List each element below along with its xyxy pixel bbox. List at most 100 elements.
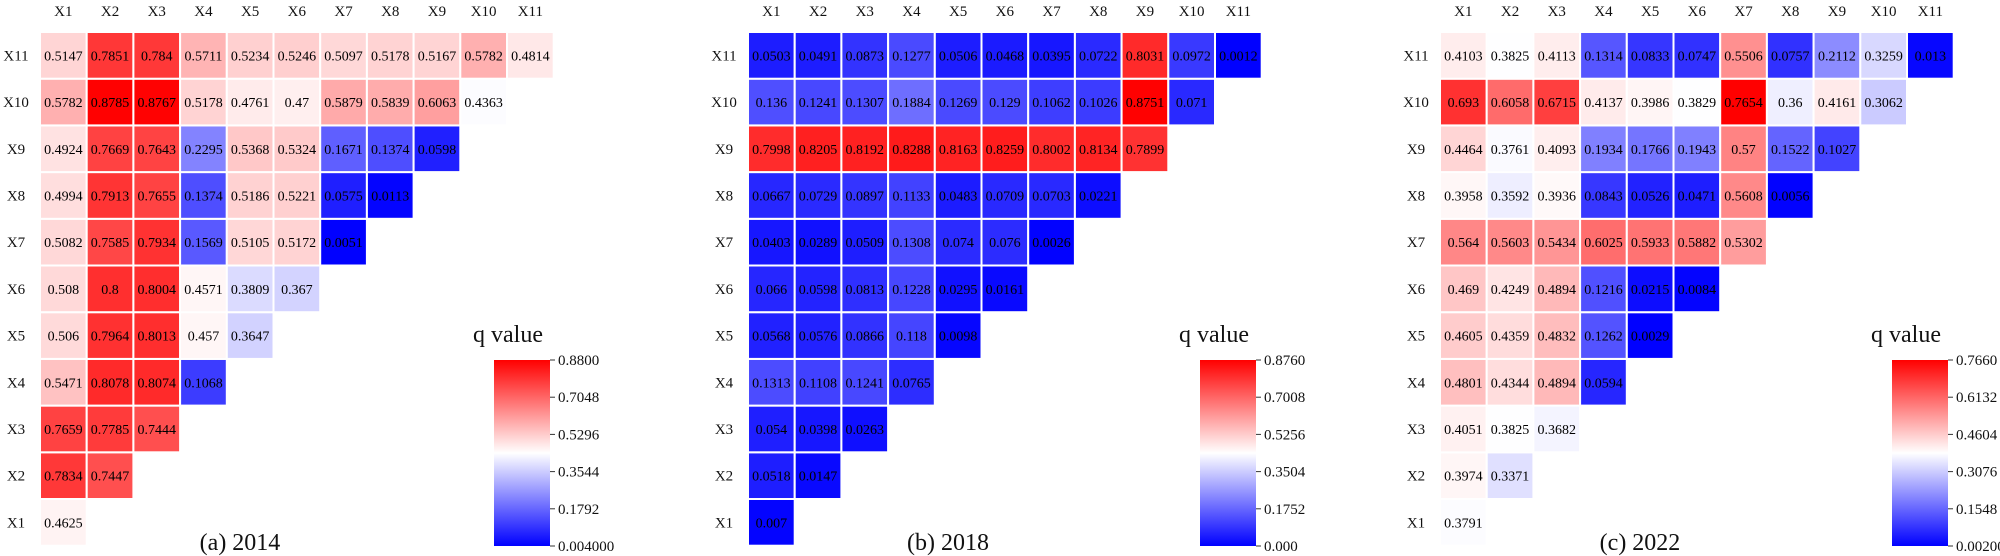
heatmap-cell [1214,31,1263,80]
cell-value-label: 0.0161 [986,283,1025,298]
cell-value-label: 0.1277 [892,49,931,64]
y-tick-label: X3 [7,422,25,438]
cell-value-label: 0.4249 [1491,283,1530,298]
cell-value-label: 0.0843 [1584,189,1623,204]
cell-value-label: 0.0395 [1032,49,1071,64]
cell-value-label: 0.1262 [1584,330,1623,345]
heatmap-cell [793,171,843,220]
cell-value-label: 0.3958 [1444,189,1483,204]
heatmap-cell [1859,77,1909,127]
cell-value-label: 0.5839 [371,96,410,111]
cell-value-label: 0.1228 [892,283,931,298]
cell-value-label: 0.0051 [324,236,363,251]
y-tick-label: X4 [7,375,26,391]
heatmap-cell [747,404,796,454]
y-tick-label: X1 [1407,515,1425,531]
cell-value-label: 0.7785 [91,423,130,438]
heatmap-cell [225,264,275,314]
cell-value-label: 0.3825 [1491,423,1530,438]
cell-value-label: 0.054 [756,423,788,438]
cell-value-label: 0.5167 [418,49,457,64]
cell-value-label: 0.0813 [846,283,885,298]
heatmap-cell [1719,31,1768,80]
x-tick-label: X6 [1688,4,1707,20]
cell-value-label: 0.5172 [278,236,317,251]
y-tick-label: X9 [1407,142,1425,158]
heatmap-cell [980,264,1030,314]
cell-value-label: 0.4464 [1444,143,1483,158]
cell-value-label: 0.071 [1176,96,1208,111]
heatmap-cell [1532,77,1582,127]
colorbar-tick-label: 0.4604 [1956,427,1998,443]
heatmap-cell [179,31,228,80]
cell-value-label: 0.4051 [1444,423,1483,438]
heatmap-cell [319,217,368,267]
cell-value-label: 0.8031 [1126,49,1165,64]
heatmap-cell [39,31,88,80]
cell-value-label: 0.8205 [799,143,838,158]
cell-value-label: 0.4801 [1444,376,1483,391]
cell-value-label: 0.0709 [986,189,1025,204]
cell-value-label: 0.4814 [511,49,550,64]
heatmap-cell [747,498,796,547]
cell-value-label: 0.8 [101,283,119,298]
cell-value-label: 0.0575 [324,189,363,204]
cell-value-label: 0.4605 [1444,330,1483,345]
cell-value-label: 0.1313 [752,376,791,391]
cell-value-label: 0.0098 [939,330,978,345]
cell-value-label: 0.1307 [846,96,885,111]
cell-value-label: 0.118 [896,330,927,345]
cell-value-label: 0.5782 [44,96,83,111]
colorbar-title: q value [473,322,543,348]
heatmap-cell [933,124,983,174]
y-tick-label: X4 [1407,375,1426,391]
heatmap-cell [1439,31,1488,80]
cell-value-label: 0.8192 [846,143,885,158]
heatmap-cell [1532,171,1582,220]
cell-value-label: 0.0147 [799,470,838,485]
cell-value-label: 0.1241 [799,96,838,111]
x-tick-label: X4 [1594,4,1613,20]
x-tick-label: X2 [101,4,119,20]
heatmap-cell [132,311,182,360]
cell-value-label: 0.5105 [231,236,270,251]
cell-value-label: 0.469 [1448,283,1480,298]
cell-value-label: 0.6025 [1584,236,1623,251]
cell-value-label: 0.4103 [1444,49,1483,64]
cell-value-label: 0.4344 [1491,376,1530,391]
cell-value-label: 0.3647 [231,330,270,345]
heatmap-cell [1439,77,1488,127]
cell-value-label: 0.1133 [892,189,930,204]
heatmap-cell [887,311,936,360]
heatmap-cell [1439,264,1488,314]
colorbar-tick-label: 0.004000 [558,539,614,555]
heatmap-cell [887,31,936,80]
cell-value-label: 0.0598 [418,143,457,158]
heatmap-cell [887,124,936,174]
cell-value-label: 0.4363 [464,96,503,111]
cell-value-label: 0.5879 [324,96,363,111]
heatmap-cell [887,357,936,407]
colorbar-tick-label: 0.6132 [1956,390,1997,406]
heatmap-cell [85,357,135,407]
heatmap-cell [887,77,936,127]
cell-value-label: 0.5882 [1678,236,1717,251]
heatmap-cell [1625,171,1675,220]
heatmap-cell [747,264,796,314]
cell-value-label: 0.6715 [1538,96,1577,111]
y-tick-label: X2 [1407,469,1425,485]
heatmap-cell [1532,357,1582,407]
cell-value-label: 0.0568 [752,330,791,345]
x-tick-label: X5 [1641,4,1659,20]
heatmap-cell [1859,31,1909,80]
cell-value-label: 0.0765 [892,376,931,391]
cell-value-label: 0.0722 [1079,49,1118,64]
x-tick-label: X1 [54,4,72,20]
y-tick-label: X5 [7,329,25,345]
cell-value-label: 0.0113 [371,189,409,204]
y-tick-label: X7 [7,235,26,251]
heatmap-cell [179,264,228,314]
x-tick-label: X4 [902,4,921,20]
cell-value-label: 0.007 [756,516,788,531]
y-tick-label: X6 [1407,282,1426,298]
